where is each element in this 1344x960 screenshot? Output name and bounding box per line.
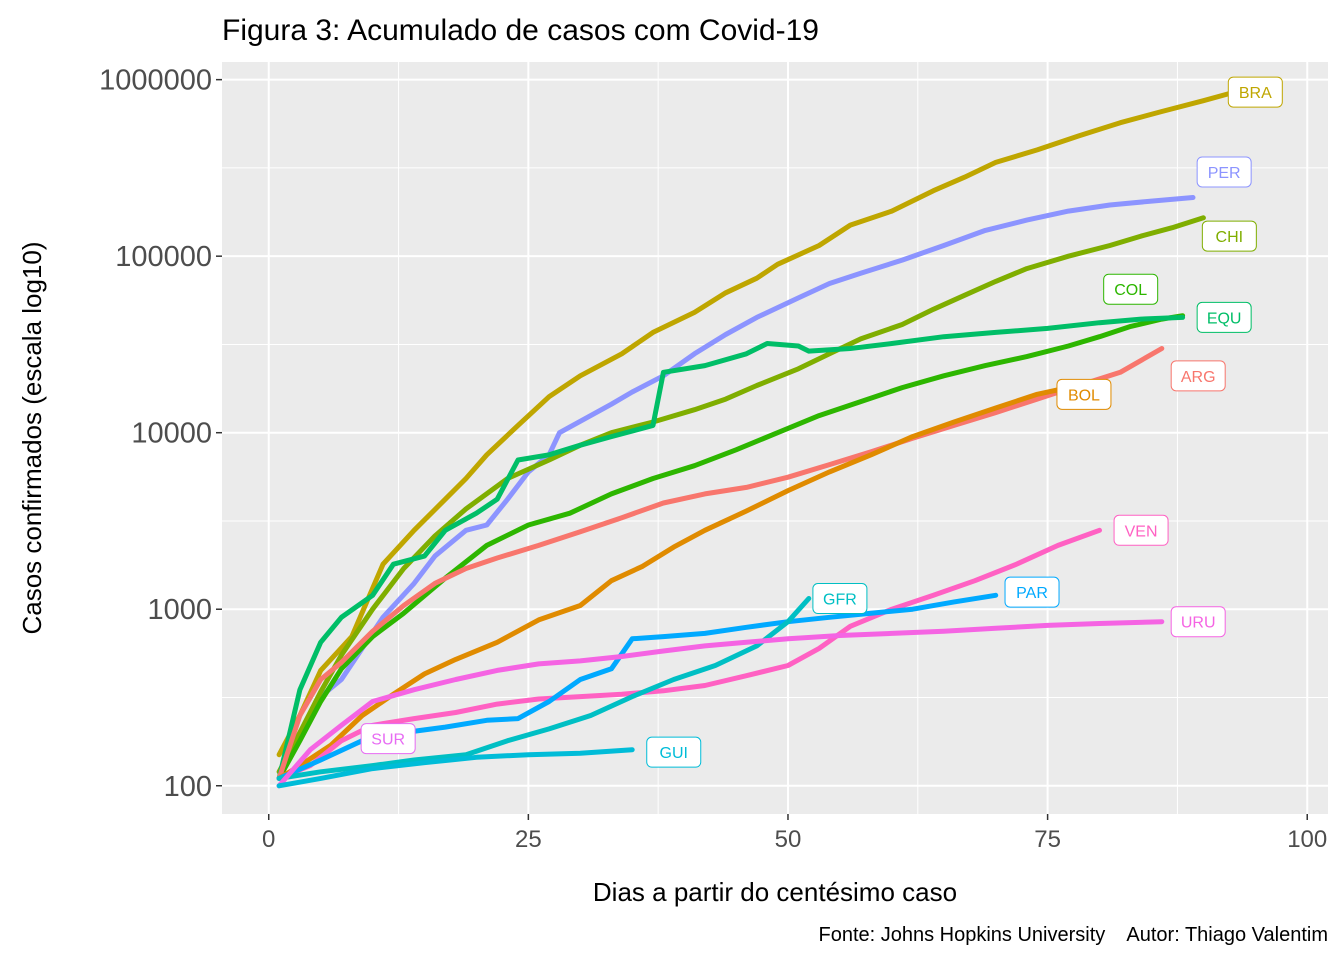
series-line-gui <box>276 747 635 789</box>
x-tick-label: 100 <box>1287 826 1327 853</box>
series-label-sur: SUR <box>371 732 405 749</box>
series-label-box-ven <box>1113 514 1169 546</box>
series-label-per: PER <box>1208 165 1241 182</box>
y-tick-label: 1000 <box>147 594 212 626</box>
series-label-box-arg <box>1170 360 1226 392</box>
y-axis-title: Casos confirmados (escala log10) <box>17 241 47 634</box>
series-label-uru: URU <box>1181 615 1216 632</box>
x-axis-title: Dias a partir do centésimo caso <box>593 877 957 907</box>
x-tick-label: 0 <box>262 826 275 853</box>
series-line-uru <box>276 619 1165 789</box>
major-gridlines <box>222 62 1328 814</box>
series-line-per <box>276 195 1196 781</box>
y-tick-label: 100000 <box>115 241 212 273</box>
series-label-col: COL <box>1114 282 1147 299</box>
series-label-bra: BRA <box>1239 85 1272 102</box>
chart-caption: Fonte: Johns Hopkins University Autor: T… <box>818 924 1328 946</box>
series-labels: BRA PER CHI COL EQU ARG BOL VEN PAR GFR URU SUR GUI <box>360 76 1283 768</box>
series-label-box-col <box>1103 273 1159 305</box>
y-tick-label: 10000 <box>131 418 212 450</box>
series-label-box-chi <box>1201 220 1257 252</box>
x-tick-label: 25 <box>515 826 542 853</box>
series-label-equ: EQU <box>1207 310 1242 327</box>
x-tick-label: 50 <box>775 826 802 853</box>
series-label-gfr: GFR <box>823 592 857 609</box>
series-label-bol: BOL <box>1068 387 1100 404</box>
axis-ticks: 0 25 50 75 100 100 1000 10000 100000 1000000 <box>99 65 1327 853</box>
series-line-gfr <box>276 596 812 781</box>
y-tick-label: 1000000 <box>99 65 212 97</box>
series-label-gui: GUI <box>660 745 688 762</box>
series-label-par: PAR <box>1016 585 1048 602</box>
series-line-equ <box>276 314 1186 781</box>
x-tick-label: 75 <box>1034 826 1061 853</box>
series-label-chi: CHI <box>1216 229 1244 246</box>
series-label-box-par <box>1004 576 1060 608</box>
series-label-box-gui <box>646 736 702 768</box>
plot-panel <box>222 62 1328 814</box>
series-label-arg: ARG <box>1181 369 1216 386</box>
series-label-box-sur <box>360 723 416 755</box>
series-label-box-bol <box>1056 378 1112 410</box>
series-line-ven <box>276 527 1102 781</box>
series-line-chi <box>276 215 1206 775</box>
series-label-box-equ <box>1196 301 1252 333</box>
series-line-bra <box>276 89 1237 758</box>
y-tick-label: 100 <box>164 771 212 803</box>
series-line-col <box>276 313 1186 781</box>
series-label-box-uru <box>1170 606 1226 638</box>
series-label-box-bra <box>1227 76 1283 108</box>
chart-title: Figura 3: Acumulado de casos com Covid-1… <box>222 14 819 47</box>
series-label-ven: VEN <box>1125 523 1158 540</box>
series-label-box-gfr <box>812 583 868 615</box>
series-line-arg <box>276 346 1165 781</box>
series-line-bol <box>276 385 1071 781</box>
series-label-box-per <box>1196 156 1252 188</box>
